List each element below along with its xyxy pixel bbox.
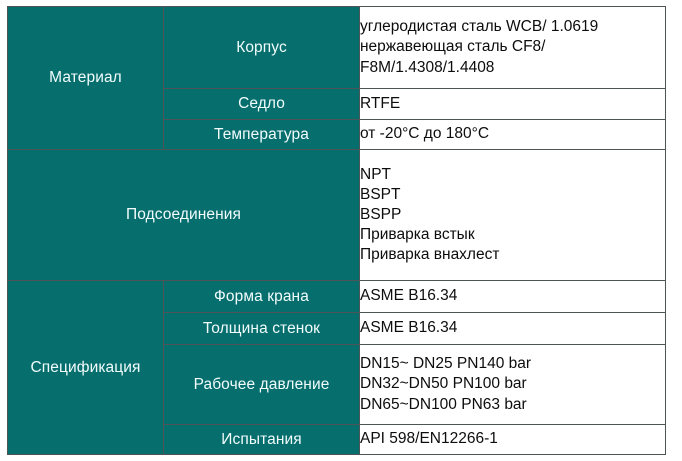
table-row: Материал Корпус углеродистая сталь WCB/ …	[7, 6, 666, 150]
table-row: Подсоединения NPT BSPT BSPP Приварка вст…	[7, 149, 666, 281]
group-label-text: Подсоединения	[125, 206, 242, 224]
value-line: углеродистая сталь WCB/ 1.0619	[360, 18, 599, 36]
value-cell-sedlo: RTFE	[359, 88, 666, 120]
value-line: DN32~DN50 PN100 bar	[360, 375, 527, 393]
value-line: ASME B16.34	[360, 287, 458, 305]
param-label-text: Температура	[214, 125, 309, 143]
param-label-text: Толщина стенок	[202, 319, 321, 337]
param-label-wall-thickness: Толщина стенок	[163, 312, 360, 345]
value-line: RTFE	[360, 94, 401, 112]
param-label-valve-form: Форма крана	[163, 280, 360, 313]
value-line: Приварка внахлест	[360, 246, 500, 264]
param-label-text: Рабочее давление	[193, 375, 330, 393]
value-cell-wall-thickness: ASME B16.34	[359, 312, 666, 345]
value-line: DN65~DN100 PN63 bar	[360, 395, 527, 413]
value-cell-testing: API 598/EN12266-1	[359, 424, 666, 455]
table-row: Рабочее давление DN15~ DN25 PN140 bar DN…	[8, 344, 666, 425]
param-label-text: Форма крана	[214, 287, 309, 305]
value-line: API 598/EN12266-1	[360, 430, 498, 448]
group-label-text: Материал	[49, 69, 122, 87]
value-line: BSPP	[360, 205, 402, 223]
table-row: Толщина стенок ASME B16.34	[8, 312, 666, 345]
value-line: Приварка встык	[360, 226, 475, 244]
value-line: NPT	[360, 165, 391, 183]
value-cell-temperature: от -20°C до 180°C	[359, 119, 666, 150]
value-line: DN15~ DN25 PN140 bar	[360, 355, 532, 373]
group-label-specification: Спецификация	[7, 280, 164, 455]
table-row: Испытания API 598/EN12266-1	[8, 424, 666, 455]
table-row: Седло RTFE	[8, 88, 666, 120]
specification-table-container: Материал Корпус углеродистая сталь WCB/ …	[7, 6, 666, 455]
specification-table: Материал Корпус углеродистая сталь WCB/ …	[7, 6, 666, 455]
param-label-korpus: Корпус	[163, 6, 360, 89]
param-label-text: Седло	[238, 95, 285, 113]
table-row: Спецификация Форма крана ASME B16.34	[7, 280, 666, 455]
group-label-connections: Подсоединения	[7, 149, 360, 281]
value-line: нержавеющая сталь CF8/	[360, 38, 546, 56]
value-line: от -20°C до 180°C	[360, 125, 490, 143]
value-cell-valve-form: ASME B16.34	[359, 280, 666, 313]
value-cell-working-pressure: DN15~ DN25 PN140 bar DN32~DN50 PN100 bar…	[359, 344, 666, 425]
param-label-testing: Испытания	[163, 424, 360, 455]
value-cell-connections: NPT BSPT BSPP Приварка встык Приварка вн…	[359, 149, 666, 281]
value-line: ASME B16.34	[360, 319, 458, 337]
param-label-temperature: Температура	[163, 119, 360, 150]
value-cell-korpus: углеродистая сталь WCB/ 1.0619 нержавеющ…	[359, 6, 666, 89]
param-label-sedlo: Седло	[163, 88, 360, 120]
value-line: BSPT	[360, 185, 401, 203]
group-label-material: Материал	[7, 6, 164, 150]
value-line: F8M/1.4308/1.4408	[360, 58, 495, 76]
table-row: Температура от -20°C до 180°C	[8, 119, 666, 150]
group-label-text: Спецификация	[30, 358, 141, 376]
param-label-text: Испытания	[221, 430, 302, 448]
param-label-working-pressure: Рабочее давление	[163, 344, 360, 425]
param-label-text: Корпус	[236, 38, 287, 56]
